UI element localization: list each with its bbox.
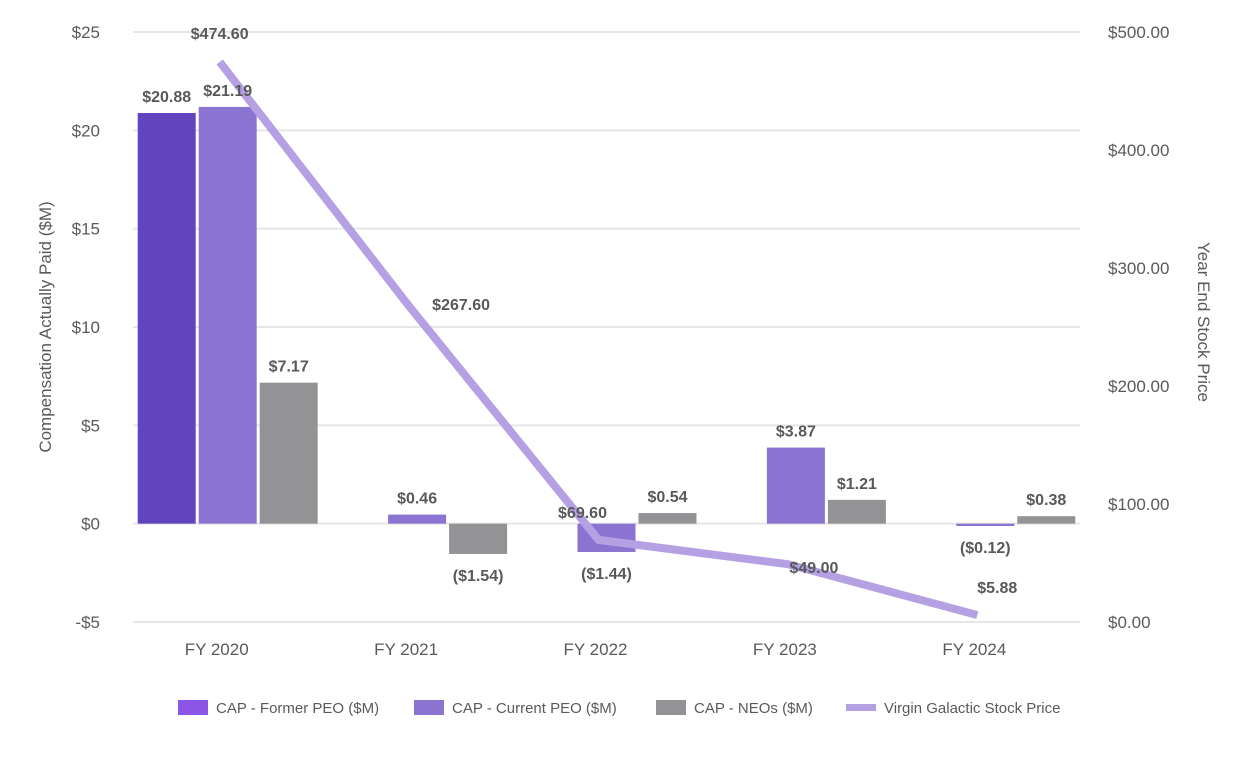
x-tick-label: FY 2022: [564, 640, 628, 659]
right-axis-title: Year End Stock Price: [1194, 242, 1213, 402]
bar: [1017, 516, 1076, 524]
legend-swatch: [846, 704, 876, 711]
legend-label: Virgin Galactic Stock Price: [884, 700, 1060, 717]
left-tick-label: $25: [72, 23, 100, 42]
stock-price-line: [216, 59, 979, 619]
legend-swatch: [414, 700, 444, 715]
line-data-label: $474.60: [191, 26, 249, 43]
line-data-label: $267.60: [432, 297, 490, 314]
bar: [956, 523, 1015, 527]
legend-label: CAP - Former PEO ($M): [216, 700, 379, 717]
bar: [198, 106, 257, 524]
bar-data-label: $7.17: [269, 359, 309, 376]
bar-data-label: $0.54: [647, 489, 687, 506]
x-tick-label: FY 2021: [374, 640, 438, 659]
left-tick-label: $10: [72, 318, 100, 337]
x-axis-ticks: FY 2020 FY 2021 FY 2022 FY 2023 FY 2024: [185, 640, 1007, 659]
x-tick-label: FY 2023: [753, 640, 817, 659]
right-axis-ticks: $500.00 $400.00 $300.00 $200.00 $100.00 $0.00: [1108, 23, 1169, 632]
left-tick-label: $5: [81, 416, 100, 435]
legend-label: CAP - Current PEO ($M): [452, 700, 617, 717]
x-tick-label: FY 2024: [942, 640, 1006, 659]
bar-data-label: $0.38: [1026, 492, 1066, 509]
bar-data-label: ($0.12): [960, 540, 1011, 557]
bar-data-label: $1.21: [837, 476, 877, 493]
left-tick-label: $15: [72, 220, 100, 239]
bar: [449, 523, 508, 554]
bar: [259, 382, 318, 524]
bar-data-label: $3.87: [776, 424, 816, 441]
left-tick-label: -$5: [75, 613, 100, 632]
right-tick-label: $100.00: [1108, 495, 1169, 514]
bar-data-label: $20.88: [142, 89, 191, 106]
bar: [638, 513, 697, 524]
right-tick-label: $400.00: [1108, 141, 1169, 160]
bar-data-label: $0.46: [397, 491, 437, 508]
legend-swatch: [656, 700, 686, 715]
right-tick-label: $200.00: [1108, 377, 1169, 396]
right-tick-label: $300.00: [1108, 259, 1169, 278]
x-tick-label: FY 2020: [185, 640, 249, 659]
bar: [137, 113, 196, 524]
right-tick-label: $500.00: [1108, 23, 1169, 42]
left-tick-label: $20: [72, 121, 100, 140]
bar: [827, 499, 886, 524]
bar-data-label: $21.19: [203, 83, 252, 100]
left-axis-ticks: $25 $20 $15 $10 $5 $0 -$5: [72, 23, 100, 632]
left-tick-label: $0: [81, 515, 100, 534]
line-data-label: $5.88: [977, 580, 1017, 597]
bar: [766, 447, 825, 524]
legend: CAP - Former PEO ($M) CAP - Current PEO (…: [178, 700, 1060, 717]
legend-label: CAP - NEOs ($M): [694, 700, 813, 717]
legend-swatch: [178, 700, 208, 715]
bar-data-label: ($1.54): [453, 568, 504, 585]
data-labels: $20.88 $21.19 $0.46 ($1.44) $3.87 ($0.12) $7.1…: [142, 26, 1066, 597]
line-data-label: $49.00: [789, 560, 838, 577]
bar: [388, 514, 447, 524]
left-axis-title: Compensation Actually Paid ($M): [36, 201, 55, 452]
line-data-label: $69.60: [558, 505, 607, 522]
bar-data-label: ($1.44): [581, 566, 632, 583]
right-tick-label: $0.00: [1108, 613, 1151, 632]
bars: [137, 106, 1076, 554]
